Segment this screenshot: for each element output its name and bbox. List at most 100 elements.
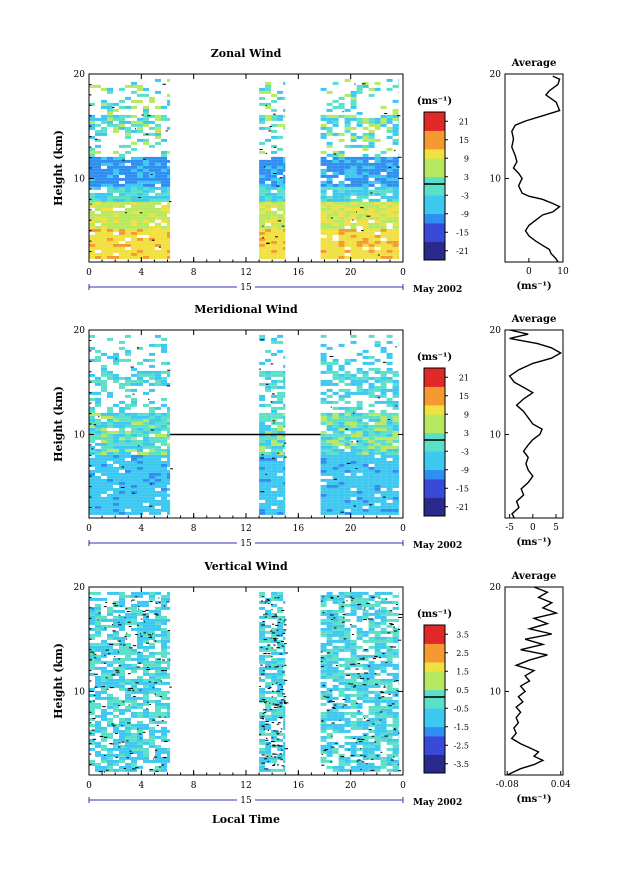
average-frame: [504, 586, 564, 776]
colorbar-frame: [423, 111, 446, 261]
average-profile-line: [506, 586, 559, 776]
average-x-tick-label: 0: [530, 523, 536, 533]
x-tick-label: 8: [191, 524, 197, 534]
colorbar-tick-label: 3.5: [456, 630, 469, 639]
colorbar: [424, 368, 445, 517]
colorbar-unit: (ms⁻¹): [417, 609, 452, 620]
y-axis-label: Height (km): [52, 386, 65, 462]
y-tick-label: 20: [74, 70, 86, 80]
average-y-tick-label: 10: [490, 430, 502, 440]
average-x-label: (ms⁻¹): [516, 281, 551, 292]
average-frame: [504, 73, 564, 263]
y-tick-label: 20: [74, 583, 86, 593]
x-axis-label: Local Time: [212, 813, 280, 826]
colorbar-unit: (ms⁻¹): [417, 352, 452, 363]
colorbar-tick-label: -21: [456, 247, 469, 256]
y-axis-label: Height (km): [52, 643, 65, 719]
colorbar-tick-label: 9: [464, 154, 469, 163]
colorbar-tick-label: 9: [464, 410, 469, 419]
average-title: Average: [511, 571, 557, 582]
panel-title: Vertical Wind: [203, 560, 288, 573]
colorbar-tick-label: -15: [456, 484, 469, 493]
x-tick-label: 0: [86, 268, 92, 278]
date-label: May 2002: [413, 798, 462, 808]
x-tick-label: 4: [138, 268, 144, 278]
average-x-tick-label: -5: [505, 523, 514, 533]
x-tick-label: 12: [240, 524, 251, 534]
average-x-tick-label: -0.08: [496, 780, 519, 790]
panel-3: Vertical Wind 0 4 8 12 16 20 0 20 10 Height (km) 15…: [52, 560, 571, 826]
average-x-label: (ms⁻¹): [516, 537, 551, 548]
colorbar-tick-label: 0.5: [456, 686, 469, 695]
colorbar-tick-label: -1.5: [454, 723, 469, 732]
average-title: Average: [511, 58, 557, 69]
colorbar-tick-label: 15: [459, 392, 469, 401]
colorbar-unit: (ms⁻¹): [417, 96, 452, 107]
y-tick-label: 20: [74, 326, 86, 336]
x-tick-label: 0: [86, 524, 92, 534]
colorbar-tick-label: -3: [461, 447, 469, 456]
x-tick-label: 16: [293, 524, 305, 534]
x-tick-label: 0: [400, 781, 406, 791]
colorbar-tick-label: -9: [461, 210, 469, 219]
x-tick-label: 8: [191, 781, 197, 791]
x-tick-label: 16: [293, 268, 305, 278]
average-x-label: (ms⁻¹): [516, 794, 551, 805]
colorbar-tick-label: 3: [464, 429, 469, 438]
y-tick-label: 10: [74, 174, 86, 184]
x-tick-label: 20: [345, 524, 357, 534]
average-title: Average: [511, 314, 557, 325]
day-label: 15: [240, 796, 252, 806]
average-y-tick-label: 10: [490, 174, 502, 184]
colorbar: [424, 112, 445, 261]
day-label: 15: [240, 539, 252, 549]
colorbar-tick-label: -9: [461, 466, 469, 475]
average-y-tick-label: 20: [490, 70, 502, 80]
day-label-bg: [237, 283, 255, 291]
colorbar-tick-label: 21: [459, 373, 469, 382]
y-tick-label: 10: [74, 430, 86, 440]
x-tick-label: 0: [400, 268, 406, 278]
colorbar-tick-label: 3: [464, 173, 469, 182]
day-label-bg: [237, 539, 255, 547]
heatmap-cells: [89, 591, 403, 773]
heatmap-cells: [89, 78, 402, 259]
x-tick-label: 16: [293, 781, 305, 791]
panel-title: Zonal Wind: [211, 47, 282, 60]
panel-title: Meridional Wind: [194, 303, 298, 316]
x-tick-label: 0: [86, 781, 92, 791]
average-profile-line: [508, 329, 563, 519]
colorbar-tick-label: -3.5: [454, 760, 469, 769]
day-label: 15: [240, 283, 252, 293]
x-tick-label: 20: [345, 268, 357, 278]
x-tick-label: 8: [191, 268, 197, 278]
date-label: May 2002: [413, 285, 462, 295]
colorbar-frame: [423, 624, 446, 774]
x-tick-label: 0: [400, 524, 406, 534]
day-label-bg: [237, 796, 255, 804]
x-tick-label: 12: [240, 268, 251, 278]
average-x-tick-label: 10: [557, 267, 569, 277]
date-label: May 2002: [413, 541, 462, 551]
colorbar-tick-label: 21: [459, 117, 469, 126]
average-profile-line: [511, 75, 561, 263]
colorbar-tick-label: -2.5: [454, 741, 469, 750]
panel-2: Meridional Wind 0 4 8 12 16 20 0 20 10 Height (km)…: [52, 303, 564, 551]
x-tick-label: 4: [138, 524, 144, 534]
average-y-tick-label: 20: [490, 583, 502, 593]
colorbar-tick-label: 15: [459, 136, 469, 145]
colorbar-tick-label: 1.5: [456, 667, 469, 676]
average-x-tick-label: 0: [526, 267, 532, 277]
colorbar-frame: [423, 367, 446, 517]
colorbar: [424, 625, 445, 774]
average-y-tick-label: 20: [490, 326, 502, 336]
colorbar-tick-label: 2.5: [456, 649, 469, 658]
y-tick-label: 10: [74, 687, 86, 697]
x-tick-label: 4: [138, 781, 144, 791]
colorbar-tick-label: -21: [456, 503, 469, 512]
average-x-tick-label: 0.04: [551, 780, 571, 790]
average-y-tick-label: 10: [490, 687, 502, 697]
average-frame: [504, 329, 564, 519]
colorbar-tick-label: -3: [461, 191, 469, 200]
